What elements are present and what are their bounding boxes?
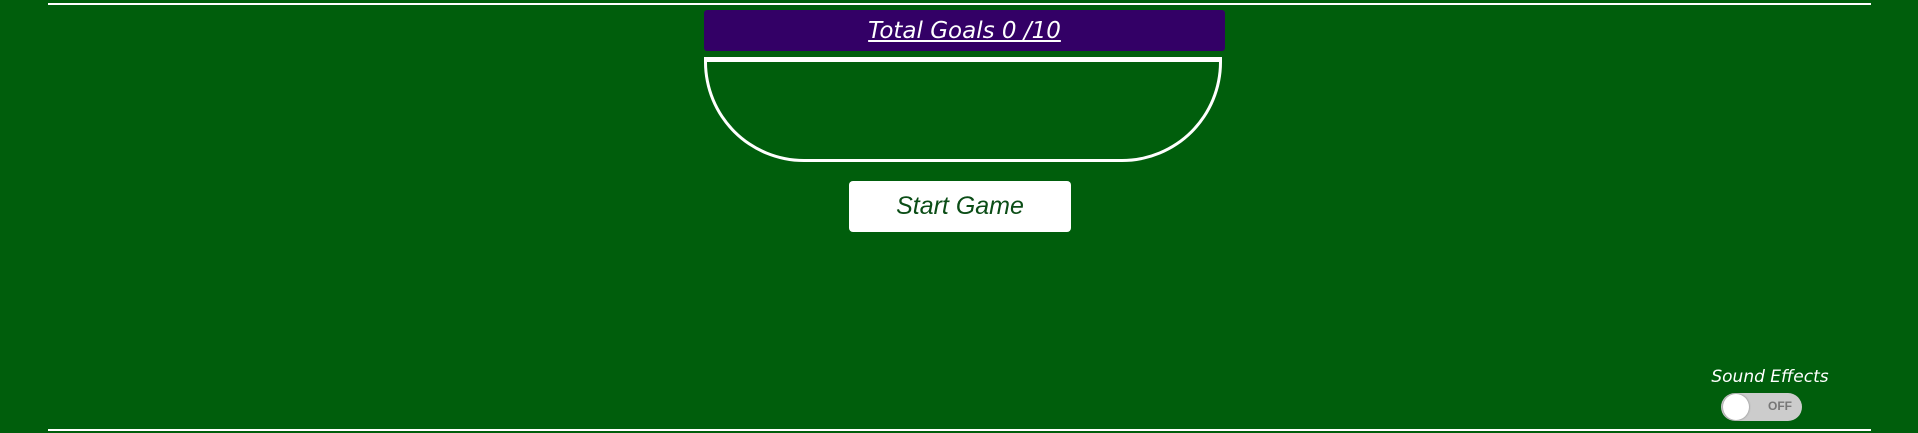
start-game-label: Start Game xyxy=(896,192,1024,220)
pitch-bottom-line xyxy=(48,429,1871,431)
score-banner: Total Goals 0 /10 xyxy=(704,10,1225,51)
sound-effects-control: Sound Effects OFF xyxy=(1700,367,1840,423)
total-goals-label: Total Goals 0 /10 xyxy=(868,17,1061,44)
toggle-knob xyxy=(1723,394,1749,420)
sound-effects-label: Sound Effects xyxy=(1711,367,1829,387)
toggle-state-label: OFF xyxy=(1768,399,1792,413)
goal-area-outline xyxy=(704,57,1222,162)
sound-effects-toggle[interactable]: OFF xyxy=(1721,393,1802,421)
start-game-button[interactable]: Start Game xyxy=(849,181,1071,232)
pitch-top-line xyxy=(48,3,1871,5)
